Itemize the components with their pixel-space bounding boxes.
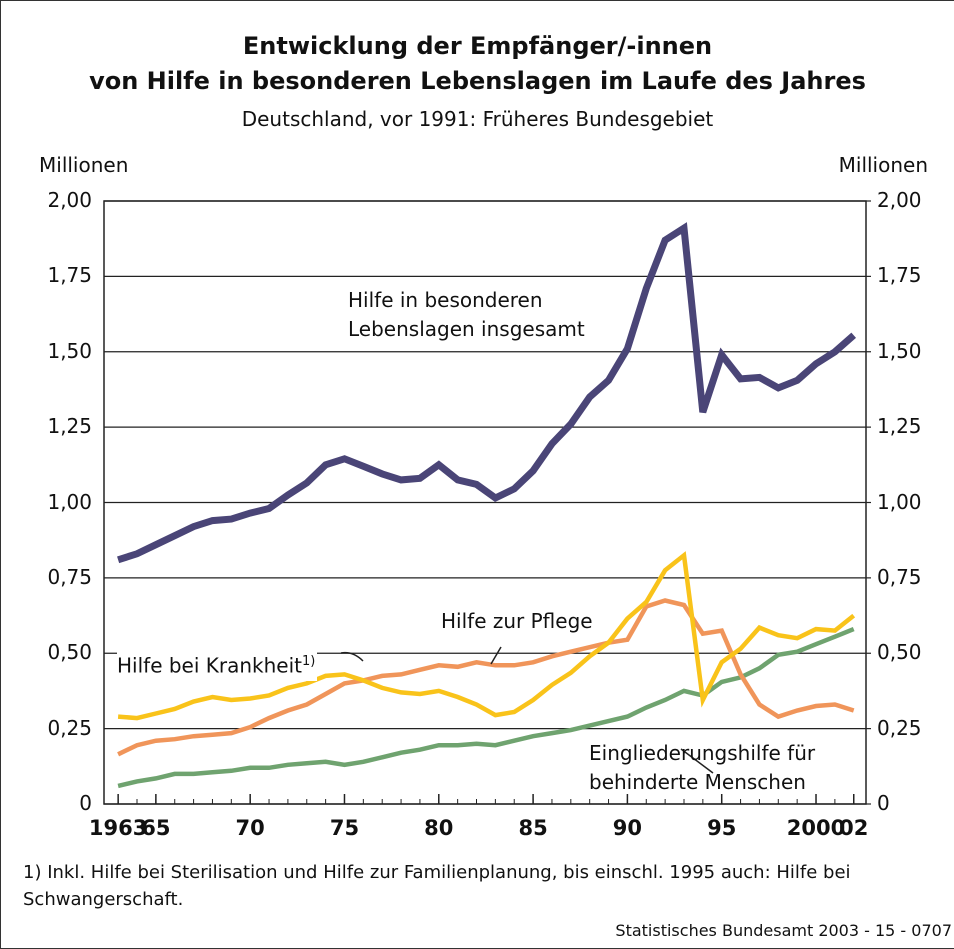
- leader-line: [340, 651, 364, 662]
- y-tick-label: 1,00: [47, 489, 92, 514]
- title-line: Entwicklung der Empfänger/-innen: [242, 32, 713, 60]
- x-tick-label: 65: [141, 816, 171, 840]
- leader-line: [680, 748, 714, 774]
- y-tick-label: 1,75: [47, 263, 92, 288]
- x-tick-label: 02: [839, 816, 869, 840]
- series-line: [117, 551, 856, 721]
- y-tick-label: 0,25: [47, 715, 92, 740]
- x-tick-label: 90: [612, 816, 643, 840]
- y2-tick-label: 0,25: [877, 715, 922, 740]
- chart-title: Entwicklung der Empfänger/-innen von Hil…: [1, 29, 954, 99]
- y2-tick-label: 2,00: [877, 188, 922, 212]
- y-tick-label: 0,50: [47, 640, 92, 665]
- y-tick-label: 1,50: [47, 338, 92, 363]
- x-tick-label: 85: [518, 816, 548, 840]
- y2-tick-label: 0: [877, 791, 890, 815]
- x-tick-label: 2000: [786, 816, 846, 840]
- series-line: [117, 598, 855, 757]
- source: Statistisches Bundesamt 2003 - 15 - 0707: [615, 921, 952, 940]
- x-tick-label: 95: [707, 816, 737, 840]
- y2-tick-label: 1,50: [877, 338, 922, 363]
- series-label: Eingliederungshilfe für behinderte Mensc…: [589, 741, 816, 794]
- y-tick-label: 1,25: [47, 414, 92, 439]
- series-line: [117, 222, 857, 564]
- y2-tick-label: 1,25: [877, 414, 922, 439]
- series-label: Hilfe zur Pflege: [441, 609, 593, 633]
- y2-tick-label: 0,75: [877, 564, 922, 589]
- series-line: [117, 627, 855, 789]
- x-tick-label: 75: [329, 816, 360, 840]
- y-tick-label: 0: [79, 791, 92, 815]
- y-axis-label: Millionen: [39, 153, 129, 177]
- series-label: Hilfe bei Krankheit1): [117, 647, 318, 681]
- title-line: von Hilfe in besonderen Lebenslagen im L…: [89, 67, 866, 95]
- plot-frame: [103, 200, 867, 805]
- y2-tick-label: 1,75: [877, 263, 922, 288]
- x-tick-label: 80: [424, 816, 454, 840]
- y-tick-label: 2,00: [47, 188, 92, 212]
- leader-line: [490, 646, 502, 665]
- y2-tick-label: 0,50: [877, 640, 922, 665]
- y2-axis-label: Millionen: [838, 153, 928, 177]
- series-name: Hilfe bei Krankheit: [117, 653, 302, 678]
- y2-tick-label: 1,00: [877, 489, 922, 514]
- x-tick-label: 1963: [88, 816, 148, 840]
- subtitle: Deutschland, vor 1991: Früheres Bundesge…: [241, 107, 714, 131]
- footnote: 1) Inkl. Hilfe bei Sterilisation und Hil…: [23, 862, 851, 910]
- footnote-marker: 1): [302, 654, 316, 669]
- x-tick-label: 70: [235, 816, 265, 840]
- y-tick-label: 0,75: [47, 564, 92, 589]
- series-label: Hilfe in besonderen Lebenslagen insgesam…: [348, 288, 585, 341]
